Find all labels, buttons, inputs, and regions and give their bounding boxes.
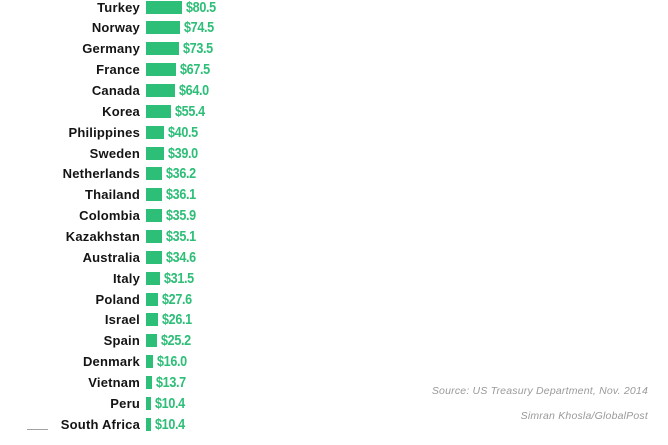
- country-label: Thailand: [84, 187, 140, 203]
- value-bar: [146, 0, 183, 14]
- chart-row: Italy $31.5: [0, 268, 200, 289]
- value-bar: [146, 396, 151, 410]
- chart-row: Turkey $80.5: [0, 0, 222, 18]
- value-bar: [146, 125, 165, 139]
- value-label: $74.5: [183, 19, 214, 37]
- country-label: Turkey: [97, 0, 140, 15]
- value-bar: [146, 292, 159, 306]
- value-bar: [146, 42, 180, 56]
- value-label: $73.5: [183, 40, 213, 58]
- country-label: Norway: [91, 20, 140, 36]
- chart-row: Canada $64.0: [0, 80, 214, 101]
- value-bar: [146, 63, 177, 77]
- value-label: $10.4: [154, 394, 185, 412]
- country-label: Canada: [91, 83, 140, 98]
- value-bar: [146, 146, 164, 160]
- value-label: $39.0: [167, 144, 198, 162]
- value-label: $36.2: [166, 165, 197, 183]
- chart-row: Korea $55.4: [0, 101, 210, 122]
- country-label: Denmark: [82, 354, 140, 370]
- value-bar: [146, 229, 162, 243]
- country-label: Peru: [110, 395, 140, 411]
- chart-row: South Africa $10.4: [0, 414, 190, 435]
- cropped-element-line: [27, 429, 48, 430]
- chart-row: Germany $73.5: [0, 38, 219, 59]
- chart-row: Poland $27.6: [0, 289, 198, 310]
- chart-row: Kazakhstan $35.1: [0, 226, 201, 247]
- country-label: Spain: [103, 333, 140, 349]
- value-bar: [146, 250, 162, 264]
- chart-row: Australia $34.6: [0, 247, 201, 268]
- value-label: $35.1: [165, 227, 196, 245]
- value-label: $31.5: [164, 269, 195, 287]
- source-note: Source: US Treasury Department, Nov. 201…: [431, 385, 648, 397]
- value-label: $25.2: [161, 332, 192, 350]
- value-label: $13.7: [156, 373, 187, 391]
- country-label: Australia: [82, 249, 140, 265]
- chart-row: Peru $10.4: [0, 393, 190, 414]
- value-label: $67.5: [180, 61, 211, 79]
- chart-row: Philippines $40.5: [0, 122, 204, 143]
- country-label: Netherlands: [62, 166, 140, 182]
- chart-row: Spain $25.2: [0, 330, 197, 351]
- chart-row: Thailand $36.1: [0, 184, 202, 205]
- value-label: $80.5: [186, 0, 217, 16]
- chart-row: Sweden $39.0: [0, 143, 203, 164]
- chart-row: Norway $74.5: [0, 17, 219, 38]
- country-label: South Africa: [60, 416, 140, 432]
- country-label: Italy: [112, 270, 140, 286]
- value-label: $10.4: [154, 415, 185, 433]
- value-bar: [146, 209, 163, 223]
- country-label: Vietnam: [88, 374, 140, 390]
- value-label: $64.0: [178, 82, 209, 99]
- credit-note: Simran Khosla/GlobalPost: [520, 410, 648, 422]
- value-label: $36.1: [166, 186, 197, 204]
- country-label: Poland: [95, 291, 140, 307]
- value-label: $26.1: [161, 311, 192, 329]
- country-label: Kazakhstan: [65, 228, 140, 244]
- country-label: France: [96, 62, 140, 78]
- chart-row: France $67.5: [0, 59, 216, 80]
- value-bar: [146, 21, 180, 35]
- value-label: $40.5: [168, 123, 199, 141]
- value-label: $16.0: [157, 353, 188, 371]
- chart-row: Netherlands $36.2: [0, 163, 202, 184]
- country-label: Sweden: [89, 145, 140, 161]
- chart-row: Israel $26.1: [0, 309, 197, 330]
- value-bar: [146, 375, 153, 389]
- value-bar: [146, 417, 151, 431]
- value-bar: [146, 188, 163, 202]
- value-bar: [146, 313, 158, 327]
- value-bar: [146, 167, 163, 181]
- chart-row: Colombia $35.9: [0, 205, 202, 226]
- value-bar: [146, 355, 154, 369]
- value-label: $55.4: [174, 102, 205, 120]
- value-label: $27.6: [162, 290, 193, 308]
- value-bar: [146, 271, 161, 285]
- country-label: Philippines: [68, 124, 140, 140]
- value-bar: [146, 334, 158, 348]
- country-label: Colombia: [79, 208, 140, 224]
- chart-row: Denmark $16.0: [0, 351, 193, 372]
- country-label: Korea: [102, 103, 140, 119]
- value-bar: [146, 104, 171, 118]
- value-bar: [146, 84, 175, 97]
- chart-row: Vietnam $13.7: [0, 372, 192, 393]
- country-label: Germany: [82, 41, 140, 57]
- value-label: $34.6: [165, 248, 196, 266]
- country-label: Israel: [104, 312, 140, 328]
- value-label: $35.9: [166, 207, 196, 225]
